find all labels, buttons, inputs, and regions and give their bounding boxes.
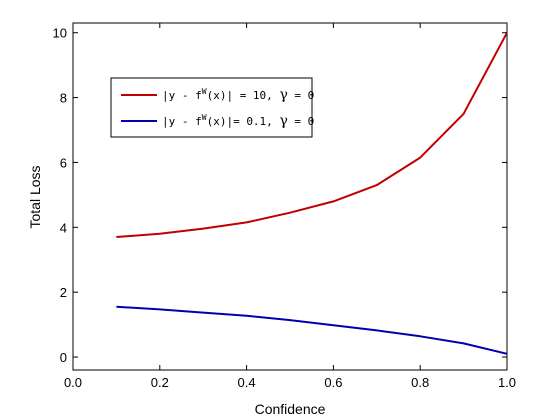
legend-label-series-1: |y - fW(x)| = 10, γ = 0	[162, 87, 314, 103]
y-tick-label: 4	[60, 220, 67, 235]
x-axis: 0.0 0.2 0.4 0.6 0.8 1.0	[64, 23, 516, 390]
x-tick-label: 0.6	[324, 375, 342, 390]
y-tick-label: 8	[60, 91, 67, 106]
series-line-1	[116, 32, 508, 238]
legend-box	[110, 77, 313, 138]
y-tick-label: 2	[60, 285, 67, 300]
y-tick-label: 6	[60, 155, 67, 170]
y-axis: 0 2 4 6 8 10	[53, 26, 507, 365]
y-axis-title: Total Loss	[27, 165, 43, 228]
series-layer	[116, 32, 508, 355]
legend-label-series-2: |y - fW(x)|= 0.1, γ = 0	[162, 113, 314, 129]
x-axis-title: Confidence	[255, 401, 326, 417]
x-tick-label: 1.0	[498, 375, 516, 390]
y-tick-label: 10	[53, 26, 67, 41]
y-tick-label: 0	[60, 350, 67, 365]
x-tick-label: 0.8	[411, 375, 429, 390]
legend: |y - fW(x)| = 10, γ = 0 |y - fW(x)|= 0.1…	[110, 77, 314, 138]
plot-area	[72, 22, 508, 371]
x-tick-label: 0.4	[238, 375, 256, 390]
series-line-2	[116, 305, 508, 355]
x-tick-label: 0.2	[151, 375, 169, 390]
x-tick-label: 0.0	[64, 375, 82, 390]
